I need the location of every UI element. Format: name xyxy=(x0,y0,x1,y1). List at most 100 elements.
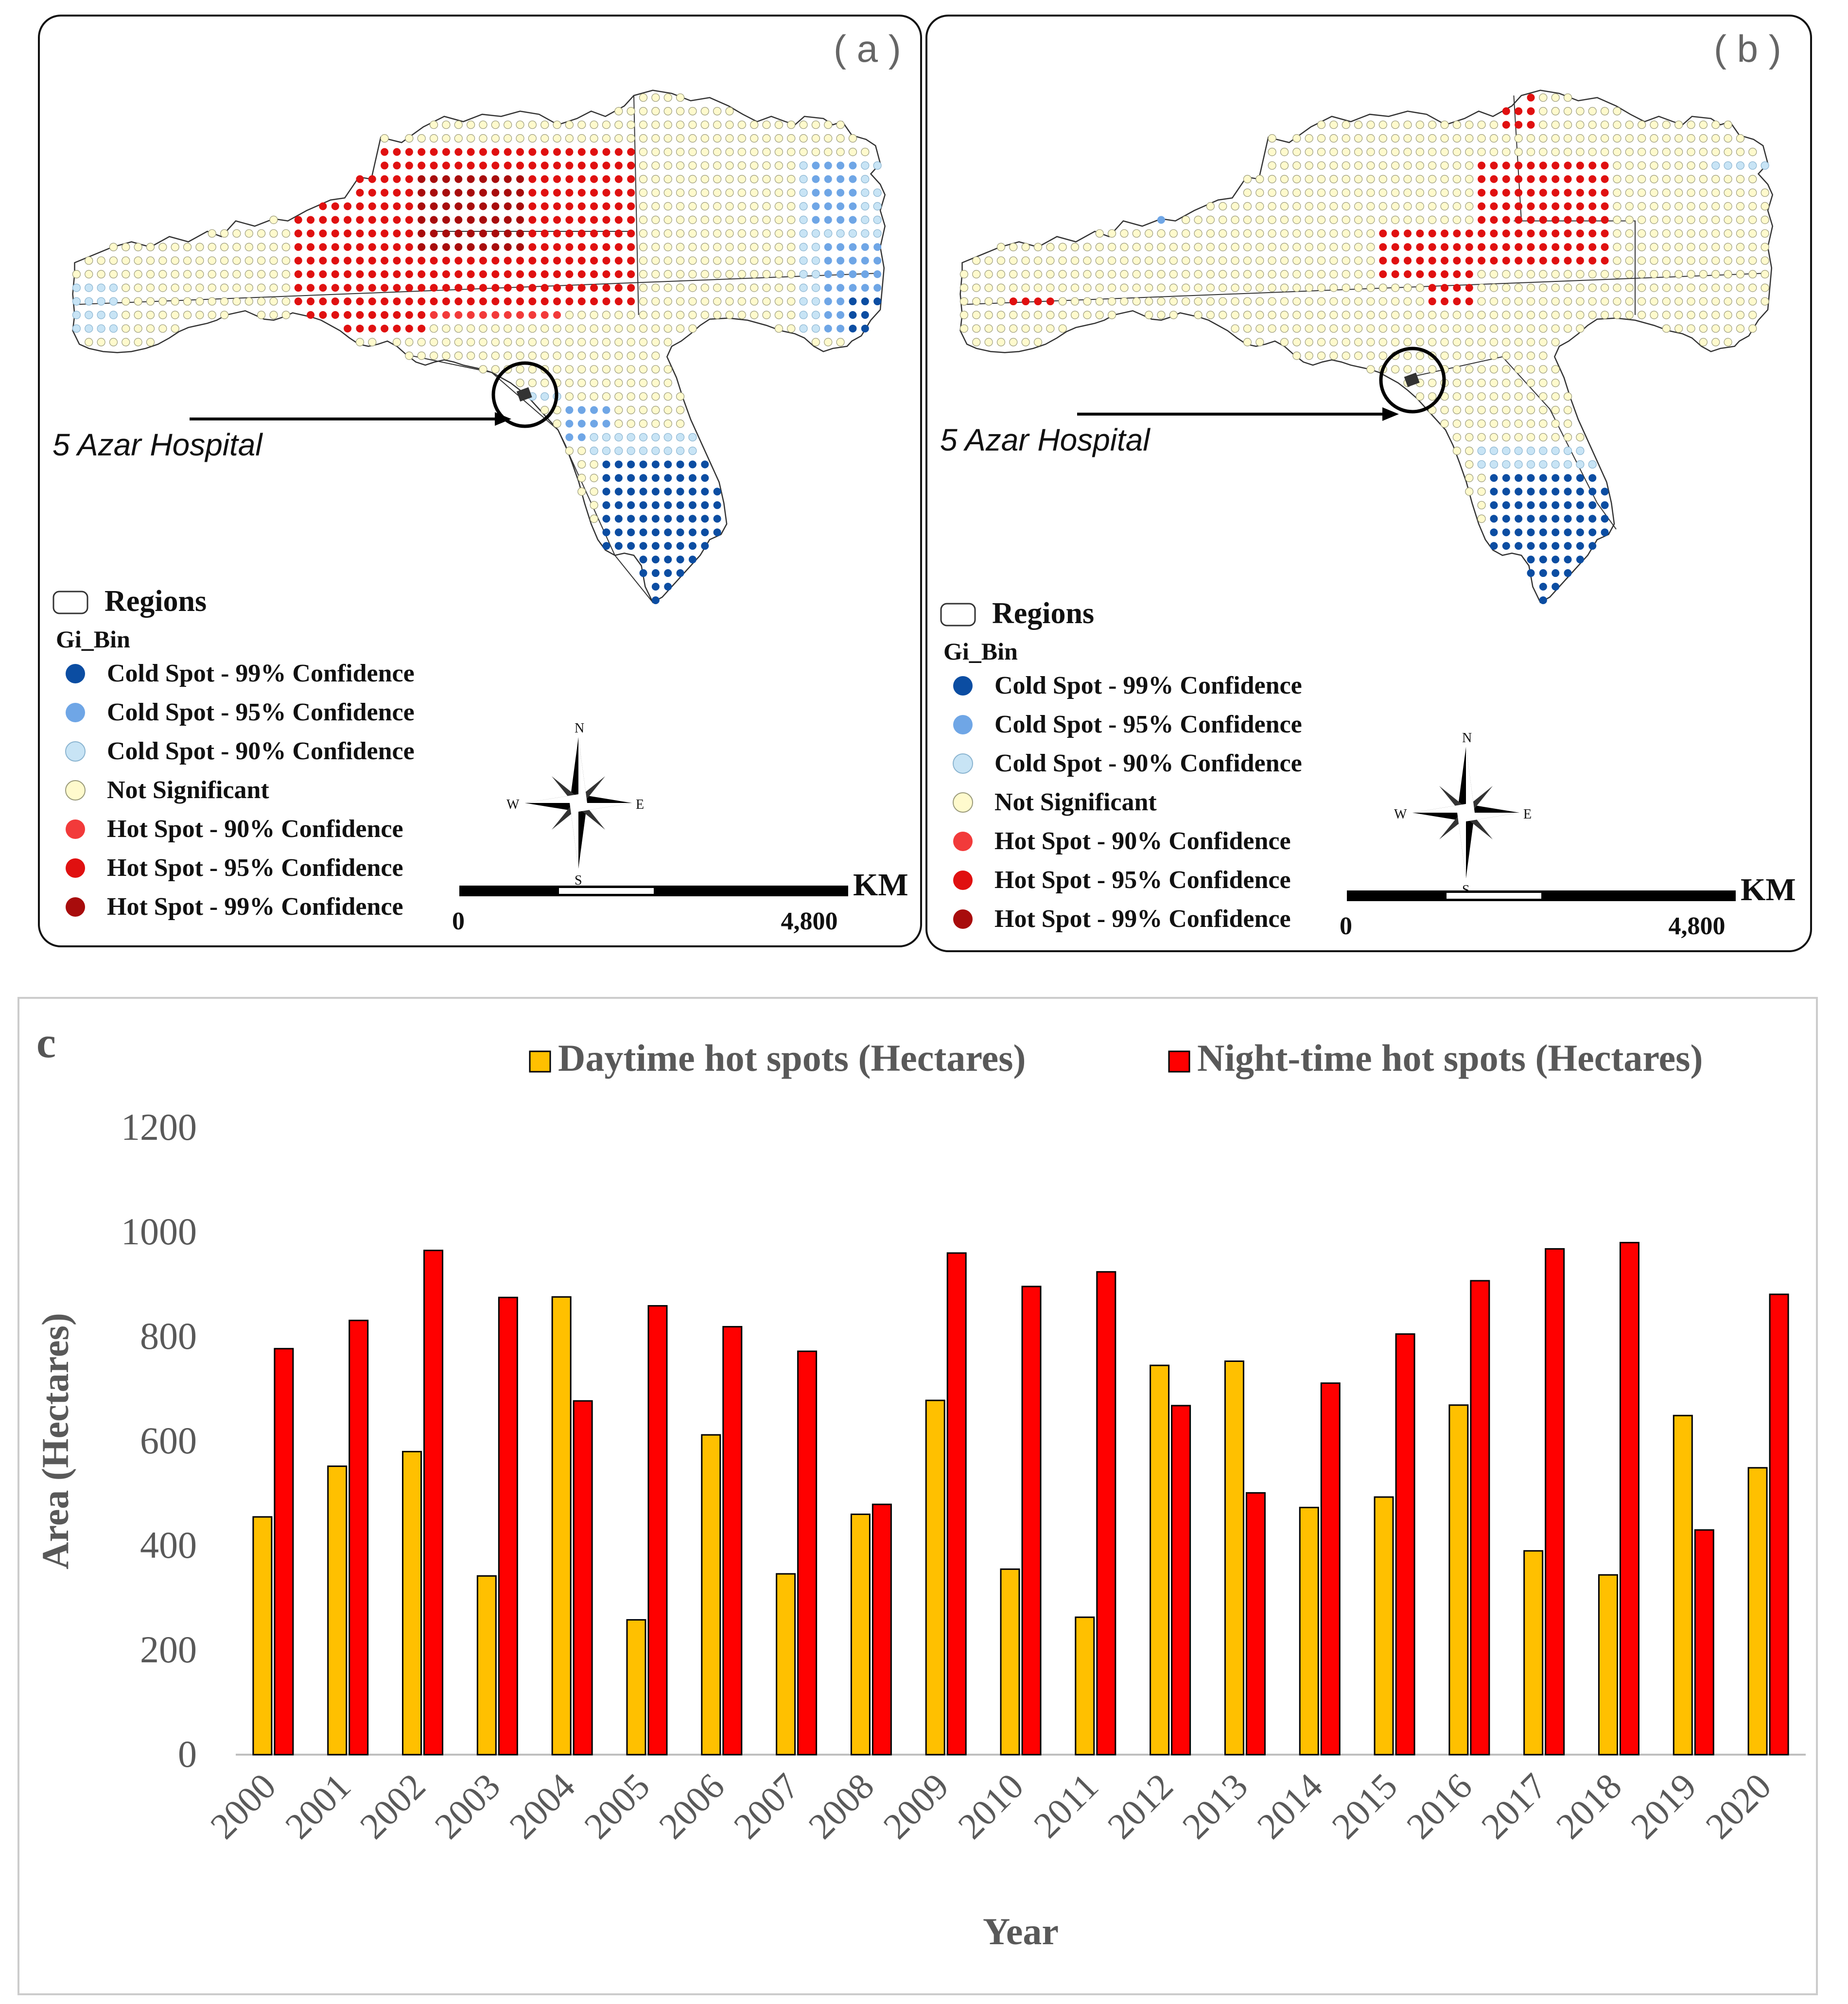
grid-cell-dot xyxy=(1440,174,1449,184)
grid-cell-dot xyxy=(700,121,709,129)
grid-cell-dot xyxy=(1255,297,1264,306)
grid-cell-dot xyxy=(1329,324,1338,333)
grid-cell-dot xyxy=(676,174,685,184)
grid-cell-dot xyxy=(1083,243,1092,251)
grid-cell-dot xyxy=(504,270,512,279)
grid-cell-dot xyxy=(281,311,290,319)
grid-cell-dot xyxy=(1600,311,1609,319)
chart-bars xyxy=(252,1242,1789,1756)
y-tick-label: 600 xyxy=(140,1419,197,1462)
grid-cell-dot xyxy=(1169,243,1178,251)
grid-cell-dot xyxy=(171,311,179,319)
grid-cell-dot xyxy=(195,283,204,292)
grid-cell-dot xyxy=(1563,324,1572,333)
grid-cell-dot xyxy=(208,297,216,306)
grid-cell-dot xyxy=(627,501,635,509)
grid-cell-dot xyxy=(1526,148,1535,157)
grid-cell-dot xyxy=(516,148,524,156)
grid-cell-dot xyxy=(849,311,857,319)
grid-cell-dot xyxy=(1379,243,1387,251)
grid-cell-dot xyxy=(1243,215,1252,224)
grid-cell-dot xyxy=(1452,446,1462,455)
daytime-bar xyxy=(850,1514,871,1756)
grid-cell-dot xyxy=(1169,311,1178,319)
grid-cell-dot xyxy=(466,121,475,129)
grid-cell-dot xyxy=(1329,243,1338,251)
grid-cell-dot xyxy=(664,528,672,537)
grid-cell-dot xyxy=(405,351,414,360)
grid-cell-dot xyxy=(491,243,500,251)
grid-cell-dot xyxy=(1502,433,1511,442)
scale-end: 4,800 xyxy=(781,907,838,935)
grid-cell-dot xyxy=(1625,134,1634,143)
grid-cell-dot xyxy=(651,596,660,604)
grid-cell-dot xyxy=(528,161,537,170)
grid-cell-dot xyxy=(1551,406,1560,415)
grid-cell-dot xyxy=(1527,257,1535,265)
legend-item-label: Hot Spot - 90% Confidence xyxy=(994,827,1291,855)
grid-cell-dot xyxy=(1120,256,1129,265)
grid-cell-dot xyxy=(1551,460,1560,469)
grid-cell-dot xyxy=(491,284,500,292)
grid-cell-dot xyxy=(1650,297,1658,306)
grid-cell-dot xyxy=(381,284,389,292)
grid-cell-dot xyxy=(1502,148,1511,157)
grid-cell-dot xyxy=(590,297,598,306)
grid-cell-dot xyxy=(799,148,808,157)
grid-cell-dot xyxy=(1366,148,1375,157)
scale-start: 0 xyxy=(1340,912,1352,940)
legend-item-label: Cold Spot - 95% Confidence xyxy=(994,711,1302,738)
grid-cell-dot xyxy=(1280,338,1289,347)
grid-cell-dot xyxy=(959,324,969,333)
grid-cell-dot xyxy=(1440,311,1449,319)
grid-cell-dot xyxy=(1552,542,1560,550)
grid-cell-dot xyxy=(1428,324,1437,333)
grid-cell-dot xyxy=(1588,134,1597,143)
grid-cell-dot xyxy=(737,270,746,279)
legend-item-label: Cold Spot - 95% Confidence xyxy=(107,698,415,726)
y-tick-label: 0 xyxy=(178,1733,197,1775)
grid-cell-dot xyxy=(1576,324,1585,333)
grid-cell-dot xyxy=(467,284,475,292)
grid-cell-dot xyxy=(553,338,561,347)
legend-swatch xyxy=(66,858,85,878)
grid-cell-dot xyxy=(429,121,438,129)
grid-cell-dot xyxy=(1342,174,1350,184)
grid-cell-dot xyxy=(1305,229,1313,238)
grid-cell-dot xyxy=(504,257,512,265)
grid-cell-dot xyxy=(639,93,648,102)
grid-cell-dot xyxy=(344,202,352,210)
compass-highlight xyxy=(525,794,578,803)
grid-cell-dot xyxy=(442,148,450,156)
grid-cell-dot xyxy=(1687,202,1695,210)
grid-cell-dot xyxy=(381,189,389,197)
grid-cell-dot xyxy=(1157,311,1166,319)
grid-cell-dot xyxy=(651,243,660,251)
grid-cell-dot xyxy=(688,161,697,170)
grid-cell-dot xyxy=(1452,392,1462,401)
grid-cell-dot xyxy=(1477,487,1486,496)
grid-cell-dot xyxy=(1748,243,1757,251)
grid-cell-dot xyxy=(1650,148,1658,157)
grid-cell-dot xyxy=(208,229,216,238)
grid-cell-dot xyxy=(812,175,820,183)
grid-cell-dot xyxy=(1441,297,1449,306)
grid-cell-dot xyxy=(590,229,598,238)
grid-cell-dot xyxy=(837,202,845,210)
grid-cell-dot xyxy=(627,229,635,238)
grid-cell-dot xyxy=(750,243,759,251)
arrow-head xyxy=(495,412,511,426)
grid-cell-dot xyxy=(774,229,783,238)
grid-cell-dot xyxy=(319,257,327,265)
grid-cell-dot xyxy=(639,501,647,509)
grid-cell-dot xyxy=(195,243,204,251)
grid-cell-dot xyxy=(1453,257,1461,265)
grid-cell-dot xyxy=(799,256,808,265)
grid-cell-dot xyxy=(553,175,561,183)
grid-cell-dot xyxy=(984,324,993,333)
grid-cell-dot xyxy=(1415,283,1424,292)
grid-cell-dot xyxy=(1206,270,1215,279)
grid-cell-dot xyxy=(1403,365,1412,374)
